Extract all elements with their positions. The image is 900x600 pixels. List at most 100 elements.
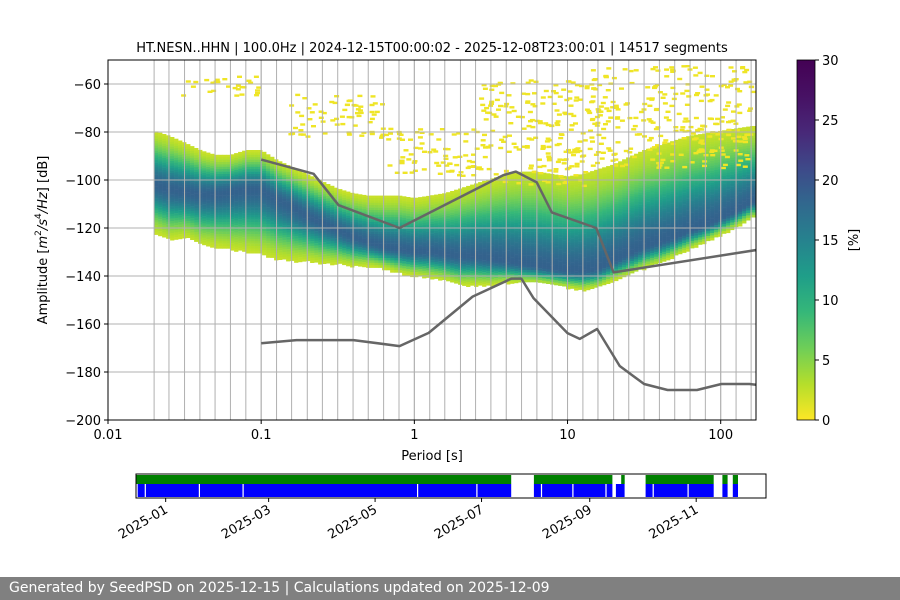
heatmap-cell bbox=[422, 268, 427, 272]
heatmap-cell bbox=[394, 202, 399, 206]
heatmap-cell bbox=[414, 209, 419, 213]
heatmap-cell bbox=[358, 194, 363, 197]
heatmap-cell bbox=[170, 151, 175, 155]
heatmap-cell bbox=[246, 162, 251, 165]
heatmap-cell bbox=[502, 225, 507, 228]
heatmap-cell bbox=[350, 257, 355, 261]
heatmap-cell bbox=[294, 252, 299, 256]
heatmap-cell bbox=[238, 161, 243, 165]
heatmap-cell bbox=[494, 266, 499, 269]
heatmap-cell bbox=[406, 271, 411, 275]
heatmap-cell bbox=[438, 196, 443, 199]
heatmap-cell bbox=[526, 181, 531, 184]
heatmap-cell bbox=[246, 186, 251, 189]
heatmap-cell bbox=[282, 189, 287, 193]
heatmap-cell bbox=[334, 238, 339, 241]
heatmap-cell bbox=[590, 190, 595, 193]
heatmap-cell bbox=[286, 201, 291, 204]
heatmap-cell bbox=[238, 154, 243, 157]
heatmap-cell bbox=[490, 183, 495, 186]
heatmap-cell bbox=[474, 241, 479, 244]
heatmap-cell bbox=[206, 159, 211, 163]
heatmap-cell bbox=[222, 174, 227, 177]
heatmap-cell bbox=[378, 265, 383, 268]
heatmap-cell bbox=[242, 222, 247, 226]
heatmap-cell bbox=[482, 200, 487, 203]
heatmap-cell bbox=[174, 203, 179, 207]
heatmap-cell bbox=[302, 189, 307, 192]
heatmap-cell bbox=[278, 235, 283, 239]
heatmap-cell bbox=[202, 196, 207, 200]
heatmap-cell bbox=[178, 231, 183, 235]
heatmap-cell bbox=[418, 237, 423, 241]
heatmap-cell bbox=[154, 157, 159, 161]
heatmap-cell bbox=[610, 222, 615, 226]
heatmap-cell bbox=[446, 252, 451, 255]
heatmap-cell bbox=[562, 264, 567, 268]
heatmap-cell bbox=[466, 200, 471, 203]
heatmap-cell bbox=[154, 198, 159, 202]
heatmap-cell bbox=[478, 258, 483, 262]
heatmap-cell bbox=[574, 227, 579, 231]
heatmap-cell bbox=[514, 242, 519, 245]
heatmap-cell bbox=[566, 221, 571, 225]
heatmap-cell bbox=[506, 200, 511, 203]
heatmap-cell bbox=[590, 211, 595, 215]
heatmap-cell bbox=[494, 227, 499, 231]
heatmap-cell bbox=[422, 210, 427, 214]
heatmap-cell bbox=[454, 242, 459, 246]
heatmap-cell bbox=[378, 243, 383, 247]
heatmap-cell bbox=[638, 214, 643, 217]
heatmap-cell bbox=[466, 188, 471, 191]
heatmap-cell bbox=[514, 213, 519, 216]
heatmap-cell bbox=[410, 212, 415, 215]
heatmap-cell bbox=[250, 150, 255, 153]
heatmap-cell bbox=[210, 225, 215, 229]
heatmap-cell bbox=[554, 249, 559, 252]
heatmap-cell bbox=[514, 218, 519, 221]
heatmap-cell bbox=[482, 212, 487, 215]
heatmap-cell bbox=[334, 242, 339, 246]
heatmap-cell bbox=[498, 216, 503, 220]
heatmap-cell bbox=[174, 198, 179, 202]
heatmap-cell bbox=[178, 236, 183, 240]
heatmap-cell bbox=[242, 205, 247, 209]
heatmap-cell bbox=[178, 202, 183, 206]
heatmap-cell bbox=[278, 242, 283, 246]
heatmap-cell bbox=[534, 267, 539, 271]
heatmap-cell bbox=[206, 236, 211, 240]
heatmap-cell bbox=[186, 196, 191, 200]
heatmap-cell bbox=[638, 192, 643, 196]
heatmap-cell bbox=[574, 285, 579, 289]
heatmap-cell bbox=[226, 193, 231, 196]
heatmap-cell bbox=[614, 266, 619, 270]
heatmap-cell bbox=[310, 217, 315, 220]
heatmap-cell bbox=[602, 282, 607, 286]
heatmap-cell bbox=[634, 170, 639, 174]
heatmap-cell bbox=[154, 232, 159, 235]
heatmap-cell bbox=[218, 246, 223, 249]
heatmap-cell bbox=[210, 180, 215, 183]
heatmap-cell bbox=[578, 203, 583, 206]
heatmap-cell bbox=[190, 165, 195, 168]
heatmap-cell bbox=[310, 188, 315, 191]
heatmap-cell bbox=[610, 277, 615, 281]
heatmap-cell bbox=[166, 190, 171, 194]
heatmap-cell bbox=[306, 179, 311, 182]
heatmap-cell bbox=[522, 248, 527, 252]
heatmap-cell bbox=[618, 175, 623, 179]
heatmap-cell bbox=[246, 190, 251, 194]
heatmap-cell bbox=[502, 263, 507, 267]
heatmap-cell bbox=[478, 246, 483, 250]
heatmap-cell bbox=[622, 250, 627, 254]
heatmap-cell bbox=[270, 183, 275, 186]
heatmap-cell bbox=[174, 201, 179, 204]
heatmap-cell bbox=[302, 210, 307, 214]
heatmap-cell bbox=[534, 210, 539, 213]
heatmap-cell bbox=[158, 132, 163, 136]
heatmap-cell bbox=[530, 229, 535, 232]
heatmap-cell bbox=[450, 253, 455, 257]
heatmap-cell bbox=[278, 221, 283, 224]
heatmap-cell bbox=[574, 244, 579, 248]
heatmap-cell bbox=[486, 256, 491, 260]
